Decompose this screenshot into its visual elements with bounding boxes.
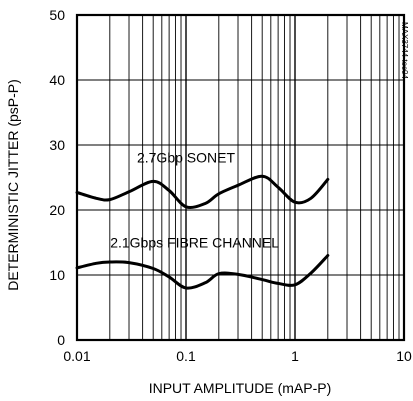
x-tick-label: 1 [291, 348, 299, 364]
x-tick-label: 10 [396, 348, 412, 364]
plot-frame [75, 13, 406, 342]
y-tick-label: 10 [49, 267, 65, 283]
series-label-0: 2.7Gbp SONET [137, 150, 235, 166]
y-tick-label: 40 [49, 72, 65, 88]
series-line-0 [75, 174, 330, 209]
tick-labels: 0.01 0.1 1 10 0 10 20 30 40 50 [49, 7, 412, 364]
chart-code-annotation: MAX3744 toc04 [400, 22, 409, 79]
grid [77, 15, 404, 340]
series-label-1: 2.1Gbps FIBRE CHANNEL [110, 235, 279, 251]
x-axis-title: INPUT AMPLITUDE (mAP-P) [149, 380, 332, 396]
x-tick-label: 0.1 [176, 348, 196, 364]
y-axis-title: DETERMINISTIC JITTER (psP-P) [5, 79, 21, 291]
series-lines [75, 174, 330, 290]
y-tick-label: 50 [49, 7, 65, 23]
y-tick-label: 0 [57, 332, 65, 348]
series-line-1 [75, 254, 330, 290]
y-tick-label: 30 [49, 137, 65, 153]
series-labels: 2.7Gbp SONET 2.1Gbps FIBRE CHANNEL [110, 150, 279, 251]
x-tick-label: 0.01 [63, 348, 90, 364]
y-tick-label: 20 [49, 202, 65, 218]
